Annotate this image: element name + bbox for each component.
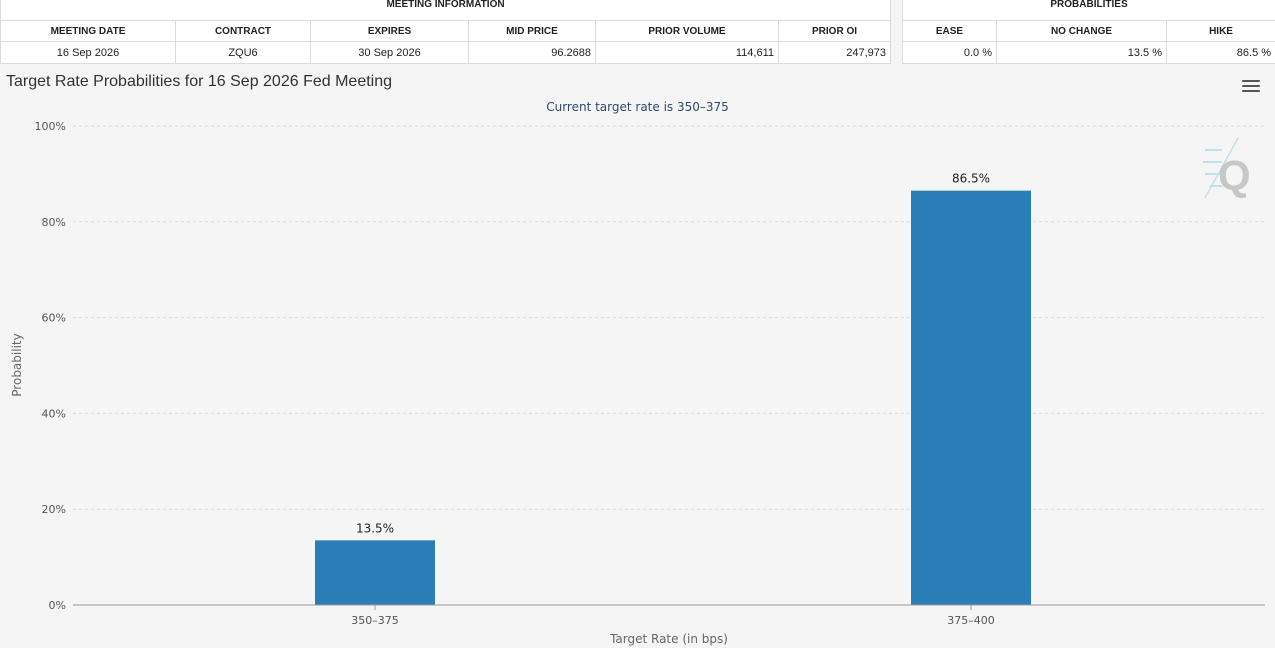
y-tick-label: 80%: [42, 216, 66, 229]
bar-data-label: 13.5%: [356, 521, 394, 535]
cme-q-logo: Q: [1203, 137, 1251, 199]
hamburger-menu-icon[interactable]: [1242, 80, 1260, 94]
y-tick-label: 100%: [35, 120, 66, 133]
svg-text:Q: Q: [1218, 152, 1251, 199]
value-prior-volume: 114,611: [595, 41, 779, 64]
value-contract: ZQU6: [175, 41, 311, 64]
x-axis-title: Target Rate (in bps): [609, 632, 728, 646]
y-tick-label: 0%: [49, 599, 66, 612]
value-mid-price: 96.2688: [468, 41, 596, 64]
bar-1[interactable]: [315, 540, 435, 605]
value-ease: 0.0 %: [902, 41, 997, 64]
probabilities-table: PROBABILITIES EASE NO CHANGE HIKE 0.0 % …: [901, 0, 1275, 64]
y-axis-title: Probability: [10, 333, 24, 396]
value-hike: 86.5 %: [1165, 41, 1275, 64]
value-prior-oi: 247,973: [777, 41, 892, 64]
grid-lines: [73, 125, 1265, 510]
x-axis-ticks: 350–375 375–400: [351, 605, 995, 627]
y-tick-label: 40%: [42, 407, 66, 420]
meeting-information-table: MEETING INFORMATION MEETING DATE CONTRAC…: [0, 0, 892, 64]
y-tick-label: 20%: [42, 503, 66, 516]
chart-subtitle: Current target rate is 350–375: [546, 100, 729, 114]
y-axis-ticks: 0% 20% 40% 60% 80% 100%: [35, 120, 66, 612]
value-no-change: 13.5 %: [996, 41, 1167, 64]
y-tick-label: 60%: [42, 312, 66, 325]
x-tick-label: 350–375: [351, 614, 399, 627]
x-tick-label: 375–400: [947, 614, 995, 627]
chart-title: Target Rate Probabilities for 16 Sep 202…: [6, 73, 393, 90]
value-meeting-date: 16 Sep 2026: [0, 41, 176, 64]
bar-data-label: 86.5%: [952, 172, 990, 186]
bar-2[interactable]: [911, 190, 1031, 606]
bars: 13.5% 86.5%: [315, 172, 1031, 606]
value-expires: 30 Sep 2026: [310, 41, 469, 64]
